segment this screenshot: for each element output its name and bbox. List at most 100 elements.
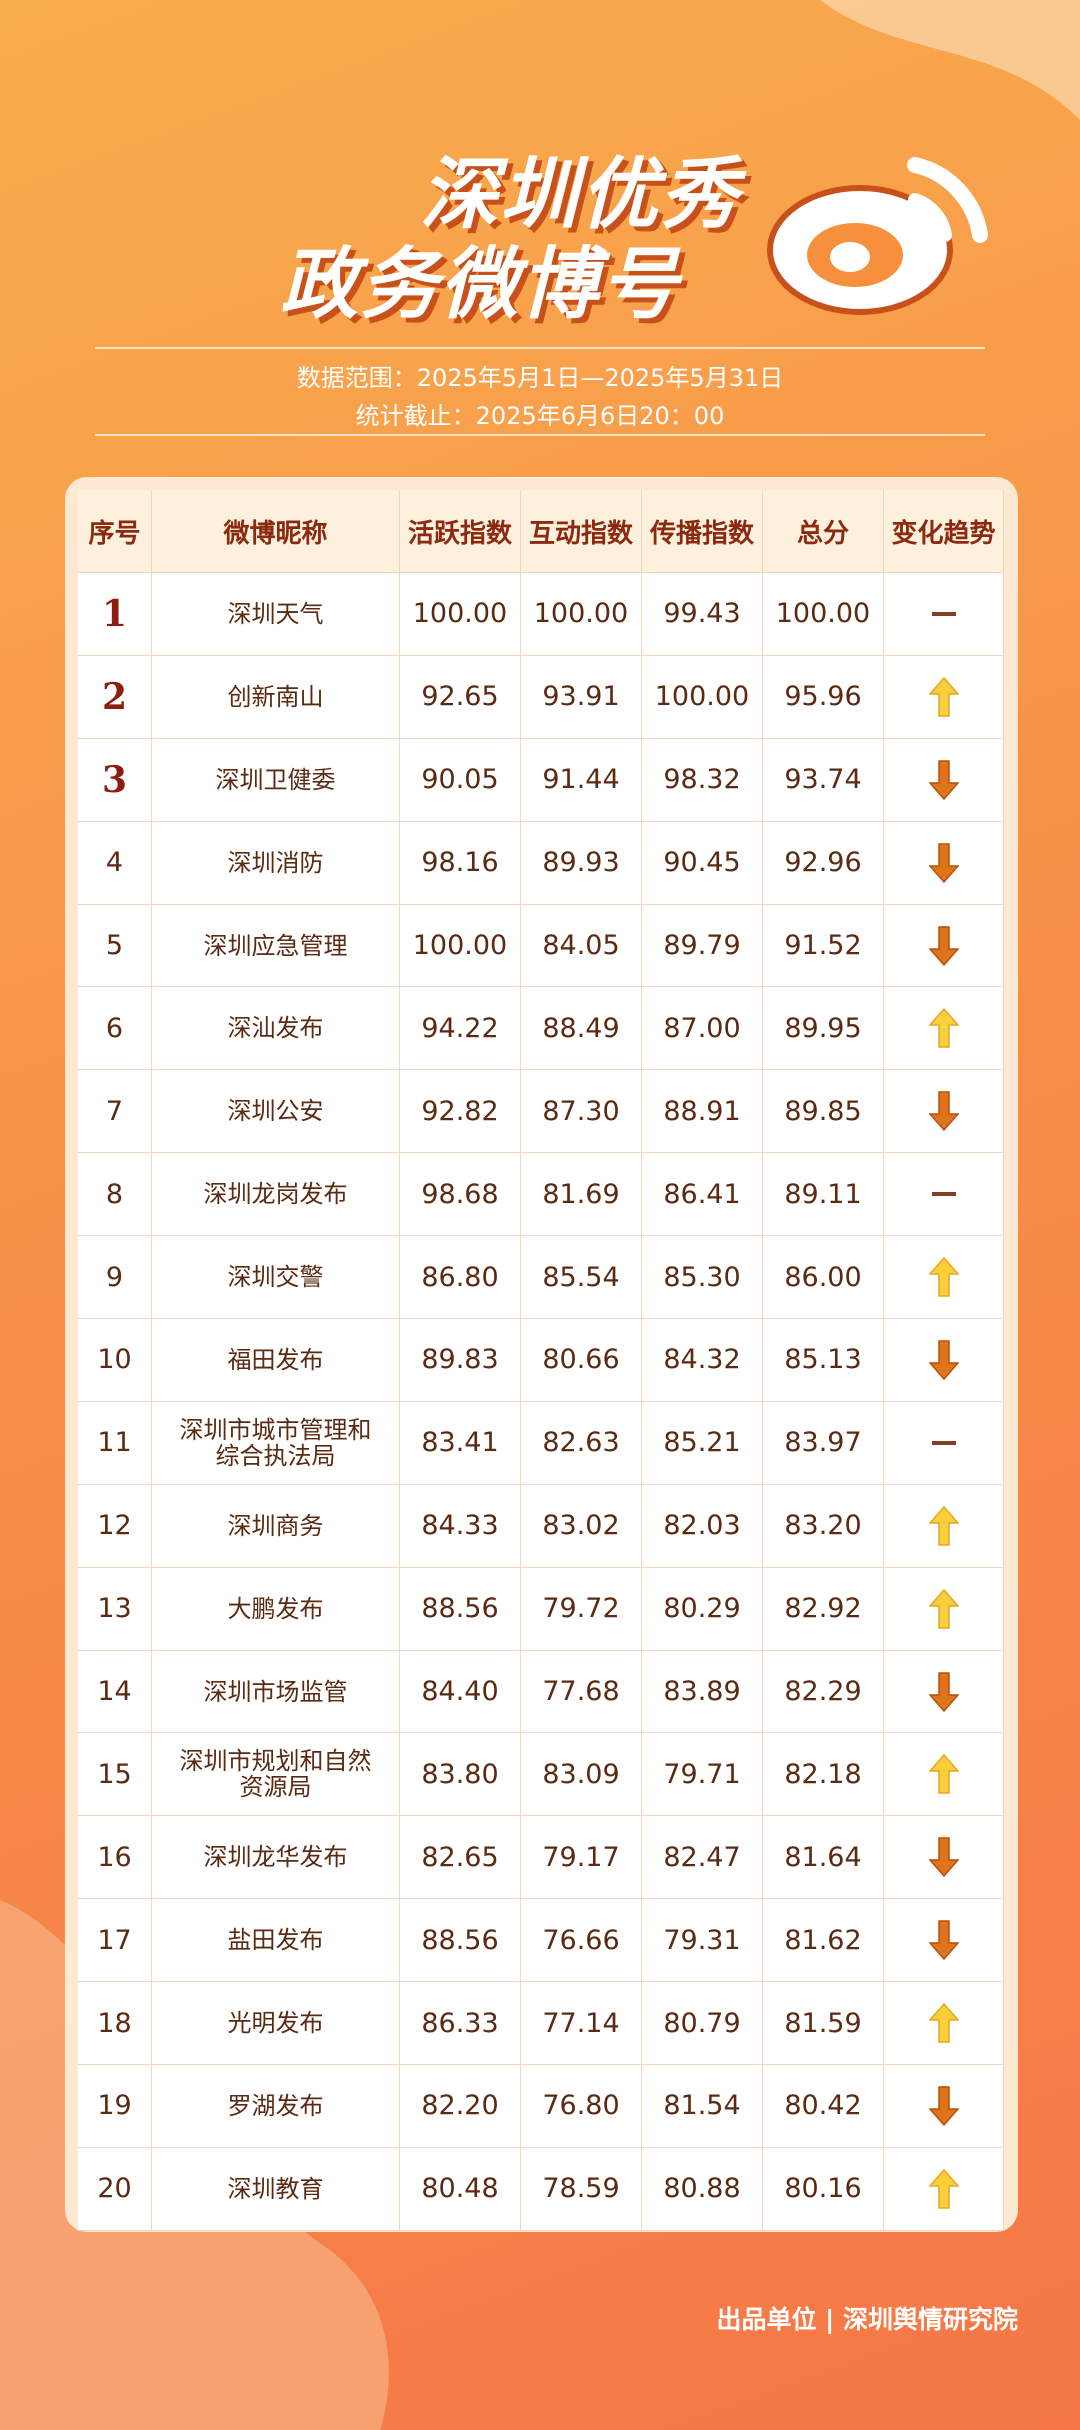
trend-icon [884,1236,1004,1319]
score: 86.00 [763,1236,884,1319]
score: 82.03 [642,1484,763,1567]
score: 94.22 [400,987,521,1070]
table-row: 11 深圳市城市管理和综合执法局 83.41 82.63 85.21 83.97 [78,1401,1004,1485]
score: 80.29 [642,1567,763,1650]
table-row: 3 深圳卫健委 90.05 91.44 98.32 93.74 [78,738,1004,822]
account-name: 福田发布 [152,1319,400,1401]
score: 92.96 [763,821,884,904]
score: 98.32 [642,738,763,821]
score: 88.49 [521,987,642,1070]
divider [95,347,985,349]
trend-icon [884,904,1004,987]
score: 88.56 [400,1899,521,1982]
table-row: 14 深圳市场监管 84.40 77.68 83.89 82.29 [78,1650,1004,1734]
account-name: 深圳龙华发布 [152,1816,400,1899]
score: 85.30 [642,1236,763,1319]
trend-icon [884,738,1004,821]
table-row: 2 创新南山 92.65 93.91 100.00 95.96 [78,655,1004,739]
table-row: 18 光明发布 86.33 77.14 80.79 81.59 [78,1982,1004,2066]
account-name: 深圳市城市管理和综合执法局 [152,1401,400,1484]
score: 86.33 [400,1982,521,2065]
trend-icon [884,1401,1004,1484]
trend-icon [884,987,1004,1070]
score: 79.72 [521,1567,642,1650]
column-header: 互动指数 [521,490,642,572]
score: 83.20 [763,1484,884,1567]
score: 83.02 [521,1484,642,1567]
column-header: 总分 [763,490,884,572]
score: 100.00 [763,573,884,655]
score: 88.91 [642,1070,763,1153]
account-name: 深圳商务 [152,1484,400,1567]
score: 82.47 [642,1816,763,1899]
trend-icon [884,821,1004,904]
score: 80.48 [400,2147,521,2230]
table-row: 8 深圳龙岗发布 98.68 81.69 86.41 89.11 [78,1153,1004,1237]
score: 100.00 [400,904,521,987]
score: 92.65 [400,655,521,738]
score: 76.80 [521,2065,642,2147]
trend-icon [884,1650,1004,1733]
account-name: 光明发布 [152,1982,400,2065]
data-range: 数据范围：2025年5月1日—2025年5月31日 [296,364,784,392]
score: 86.41 [642,1153,763,1236]
score: 81.54 [642,2065,763,2147]
cutoff: 统计截止：2025年6月6日20：00 [355,402,725,430]
score: 91.44 [521,738,642,821]
score: 83.80 [400,1733,521,1816]
account-name: 深圳教育 [152,2147,400,2230]
table-row: 17 盐田发布 88.56 76.66 79.31 81.62 [78,1899,1004,1983]
score: 79.31 [642,1899,763,1982]
score: 89.95 [763,987,884,1070]
score: 90.45 [642,821,763,904]
score: 80.42 [763,2065,884,2147]
account-name: 盐田发布 [152,1899,400,1982]
score: 89.83 [400,1319,521,1401]
trend-icon [884,2065,1004,2147]
score: 76.66 [521,1899,642,1982]
account-name: 大鹏发布 [152,1567,400,1650]
score: 77.14 [521,1982,642,2065]
table-row: 5 深圳应急管理 100.00 84.05 89.79 91.52 [78,904,1004,988]
score: 80.79 [642,1982,763,2065]
table-row: 20 深圳教育 80.48 78.59 80.88 80.16 [78,2147,1004,2231]
score: 81.69 [521,1153,642,1236]
score: 78.59 [521,2147,642,2230]
score: 93.91 [521,655,642,738]
score: 79.71 [642,1733,763,1816]
score: 88.56 [400,1567,521,1650]
trend-icon [884,573,1004,655]
table-row: 10 福田发布 89.83 80.66 84.32 85.13 [78,1319,1004,1402]
trend-icon [884,1982,1004,2065]
account-name: 罗湖发布 [152,2065,400,2147]
column-header: 变化趋势 [884,490,1004,572]
table-row: 1 深圳天气 100.00 100.00 99.43 100.00 [78,573,1004,656]
title-line: 深圳优秀 [419,150,740,240]
table-row: 7 深圳公安 92.82 87.30 88.91 89.85 [78,1070,1004,1154]
score: 82.65 [400,1816,521,1899]
column-header: 活跃指数 [400,490,521,572]
rank: 10 [78,1319,152,1401]
table-row: 19 罗湖发布 82.20 76.80 81.54 80.42 [78,2065,1004,2148]
trend-icon [884,1070,1004,1153]
rank: 17 [78,1899,152,1982]
score: 90.05 [400,738,521,821]
table: 序号 微博昵称 活跃指数 互动指数 传播指数 总分 变化趋势 1 深圳天气 100.00 100.0… [78,490,1004,2231]
account-name: 深圳公安 [152,1070,400,1153]
rank: 11 [78,1401,152,1484]
account-name: 深圳龙岗发布 [152,1153,400,1236]
rank: 6 [78,987,152,1070]
score: 99.43 [642,573,763,655]
score: 77.68 [521,1650,642,1733]
account-name: 创新南山 [152,655,400,738]
column-header: 序号 [78,490,152,572]
account-name: 深圳消防 [152,821,400,904]
column-header: 微博昵称 [152,490,400,572]
rank: 1 [78,573,152,655]
account-name: 深圳应急管理 [152,904,400,987]
score: 84.05 [521,904,642,987]
score: 98.16 [400,821,521,904]
rank: 5 [78,904,152,987]
score: 89.93 [521,821,642,904]
